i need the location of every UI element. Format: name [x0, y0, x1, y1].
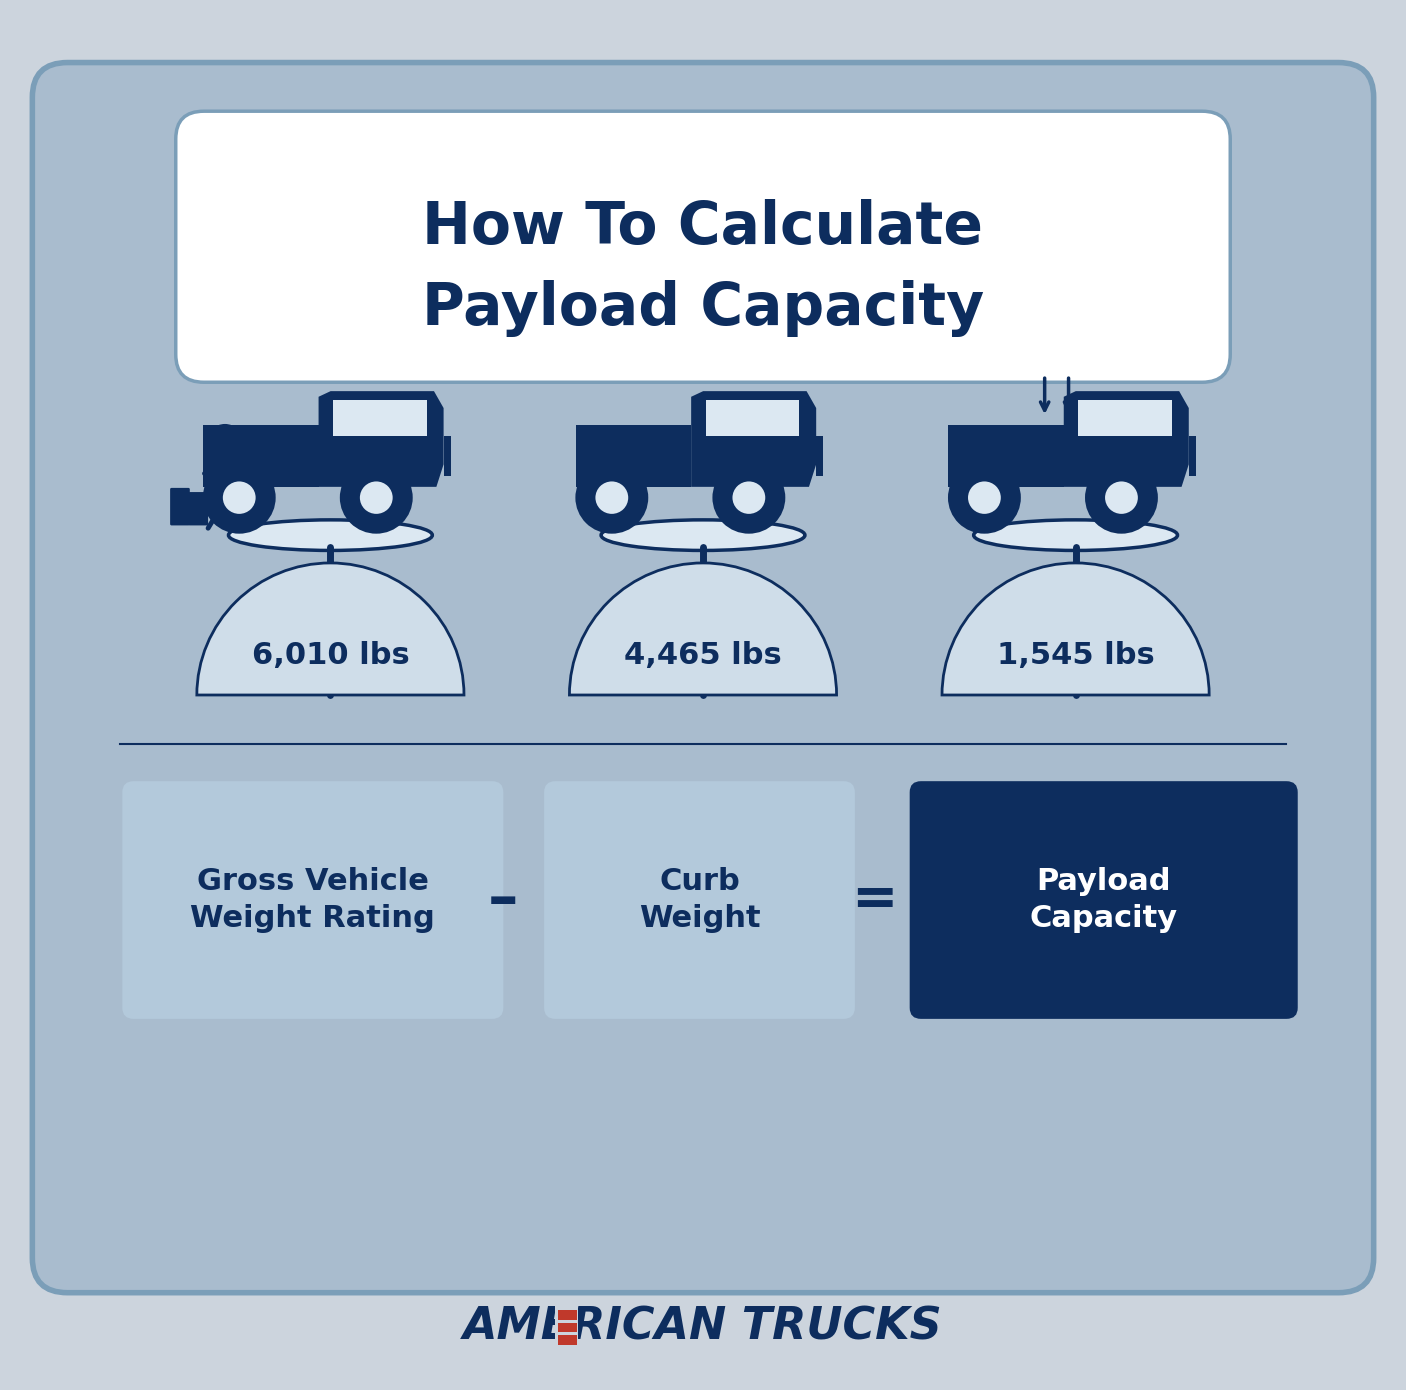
FancyBboxPatch shape — [948, 425, 1064, 486]
Circle shape — [207, 424, 243, 460]
Polygon shape — [706, 400, 800, 436]
Text: –: – — [488, 870, 519, 930]
Text: 6,010 lbs: 6,010 lbs — [252, 641, 409, 670]
Polygon shape — [333, 400, 427, 436]
Circle shape — [967, 481, 1001, 514]
Circle shape — [733, 481, 765, 514]
FancyBboxPatch shape — [555, 1302, 578, 1352]
FancyBboxPatch shape — [170, 488, 190, 525]
Polygon shape — [815, 436, 824, 475]
Wedge shape — [197, 563, 464, 695]
Circle shape — [340, 461, 413, 534]
Ellipse shape — [973, 520, 1177, 550]
FancyBboxPatch shape — [910, 781, 1298, 1019]
FancyBboxPatch shape — [176, 111, 1230, 382]
FancyBboxPatch shape — [575, 425, 692, 486]
Text: 4,465 lbs: 4,465 lbs — [624, 641, 782, 670]
Circle shape — [1105, 481, 1137, 514]
FancyBboxPatch shape — [558, 1323, 576, 1332]
Text: Payload
Capacity: Payload Capacity — [1029, 867, 1178, 933]
Polygon shape — [1064, 391, 1189, 486]
Polygon shape — [692, 391, 815, 486]
Circle shape — [575, 461, 648, 534]
Ellipse shape — [228, 520, 432, 550]
Circle shape — [202, 461, 276, 534]
Polygon shape — [1189, 436, 1197, 475]
FancyBboxPatch shape — [558, 1309, 576, 1320]
Polygon shape — [1078, 400, 1173, 436]
Circle shape — [595, 481, 628, 514]
Ellipse shape — [602, 520, 804, 550]
Text: How To Calculate: How To Calculate — [422, 199, 984, 257]
FancyBboxPatch shape — [122, 781, 503, 1019]
Circle shape — [222, 481, 256, 514]
Text: 1,545 lbs: 1,545 lbs — [997, 641, 1154, 670]
Text: =: = — [851, 873, 898, 927]
FancyBboxPatch shape — [188, 492, 208, 525]
FancyBboxPatch shape — [558, 1334, 576, 1346]
Polygon shape — [443, 436, 451, 475]
FancyBboxPatch shape — [202, 425, 319, 486]
Circle shape — [948, 461, 1021, 534]
Wedge shape — [942, 563, 1209, 695]
Polygon shape — [319, 391, 443, 486]
Text: Gross Vehicle
Weight Rating: Gross Vehicle Weight Rating — [190, 867, 436, 933]
Text: Payload Capacity: Payload Capacity — [422, 279, 984, 338]
FancyBboxPatch shape — [544, 781, 855, 1019]
FancyBboxPatch shape — [32, 63, 1374, 1293]
Wedge shape — [569, 563, 837, 695]
Text: Curb
Weight: Curb Weight — [638, 867, 761, 933]
Circle shape — [360, 481, 392, 514]
Circle shape — [713, 461, 786, 534]
Circle shape — [1085, 461, 1159, 534]
Text: AMERICAN TRUCKS: AMERICAN TRUCKS — [463, 1307, 943, 1348]
